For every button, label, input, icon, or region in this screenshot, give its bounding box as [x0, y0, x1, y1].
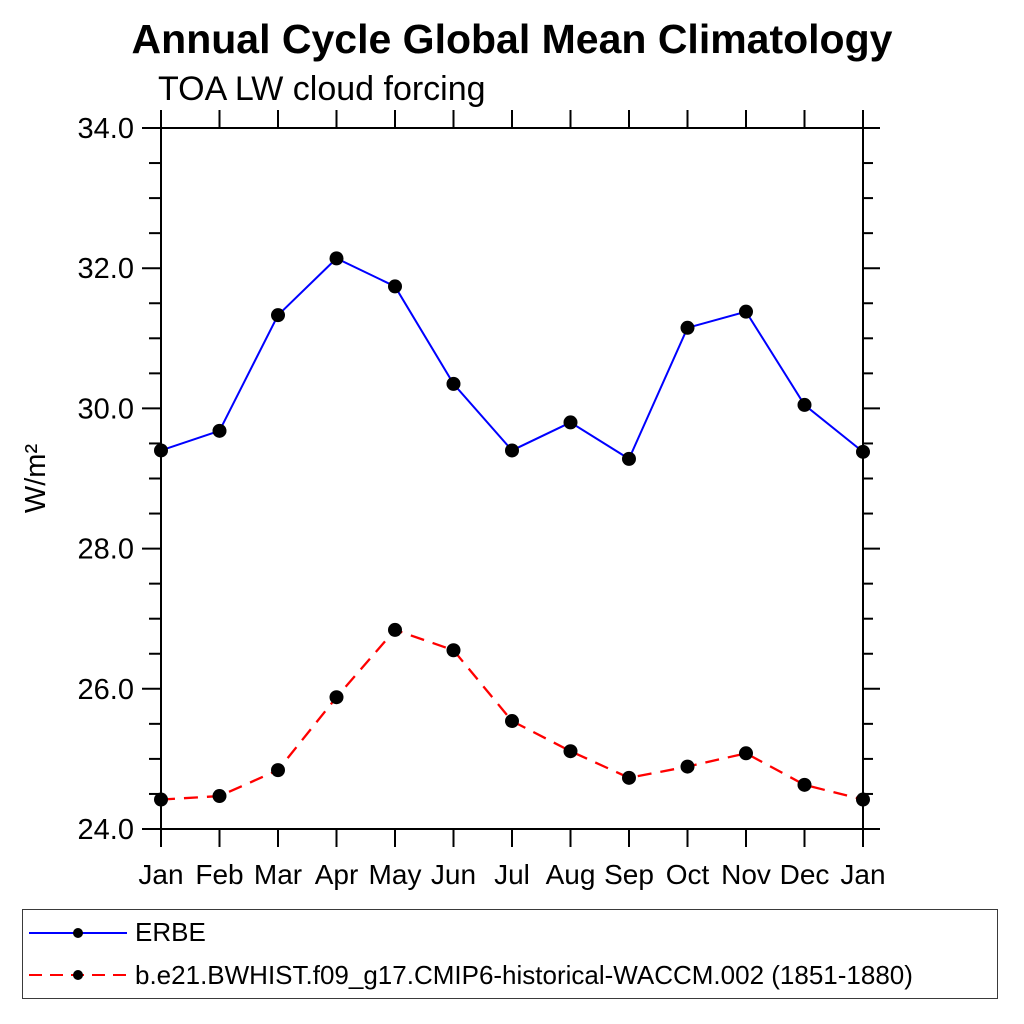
y-tick-label: 26.0 [78, 674, 134, 706]
series-line-0 [160, 257, 864, 461]
data-point-marker [505, 443, 519, 458]
data-point-marker [212, 423, 227, 438]
x-tick-label: Jan [138, 859, 183, 890]
data-point-marker [797, 777, 812, 792]
data-point-marker [622, 770, 636, 785]
data-point-marker [739, 746, 753, 761]
data-point-marker [505, 714, 519, 729]
x-tick-label: Jun [431, 859, 476, 890]
data-point-marker [739, 304, 753, 319]
data-point-marker [271, 308, 285, 323]
legend-marker-dot [73, 927, 83, 938]
x-tick-label: Aug [546, 859, 596, 890]
legend-entry-erbe: ERBE [23, 913, 997, 953]
chart-subtitle: TOA LW cloud forcing [158, 70, 486, 108]
y-tick-label: 34.0 [78, 113, 134, 145]
legend-line-sample-solid [29, 927, 127, 938]
data-point-marker [154, 792, 168, 807]
data-point-marker [563, 415, 578, 430]
x-tick-label: Sep [604, 859, 654, 890]
data-point-marker [797, 397, 812, 412]
x-tick-label: Jan [840, 859, 885, 890]
data-point-marker [271, 763, 285, 778]
x-tick-label: May [369, 859, 422, 890]
x-tick-label: Feb [195, 859, 243, 890]
legend-entry-model: b.e21.BWHIST.f09_g17.CMIP6-historical-WA… [23, 955, 997, 995]
x-tick-label: Jul [494, 859, 530, 890]
legend-label-model: b.e21.BWHIST.f09_g17.CMIP6-historical-WA… [135, 959, 913, 990]
y-axis-label: W/m² [20, 444, 52, 514]
data-point-marker [329, 690, 344, 705]
x-tick-label: Nov [721, 859, 771, 890]
x-tick-label: Dec [780, 859, 830, 890]
data-point-marker [446, 376, 461, 391]
data-point-marker [212, 789, 227, 804]
y-tick-label: 28.0 [78, 534, 134, 566]
data-point-marker [563, 744, 578, 759]
data-point-marker [856, 792, 870, 807]
data-point-marker [446, 643, 461, 658]
x-tick-label: Oct [666, 859, 710, 890]
data-point-marker [680, 320, 695, 335]
legend-marker-dot [73, 970, 83, 981]
data-point-marker [388, 622, 402, 637]
data-point-marker [329, 251, 344, 266]
data-point-marker [856, 444, 870, 459]
data-point-marker [680, 759, 695, 774]
y-tick-label: 32.0 [78, 253, 134, 285]
chart-title: Annual Cycle Global Mean Climatology [131, 16, 893, 62]
y-tick-label: 30.0 [78, 393, 134, 425]
data-point-marker [622, 451, 636, 466]
x-tick-label: Apr [315, 859, 359, 890]
data-point-marker [154, 443, 168, 458]
legend-line-sample-dashed [29, 970, 127, 981]
legend-box: ERBE b.e21.BWHIST.f09_g17.CMIP6-historic… [22, 909, 998, 999]
y-tick-label: 24.0 [78, 814, 134, 846]
x-tick-label: Mar [254, 859, 302, 890]
legend-label-erbe: ERBE [135, 917, 206, 948]
data-point-marker [388, 279, 402, 294]
plot-area: 24.0 26.0 28.0 30.0 32.0 34.0 Jan Feb Mar Apr May J… [20, 110, 886, 890]
